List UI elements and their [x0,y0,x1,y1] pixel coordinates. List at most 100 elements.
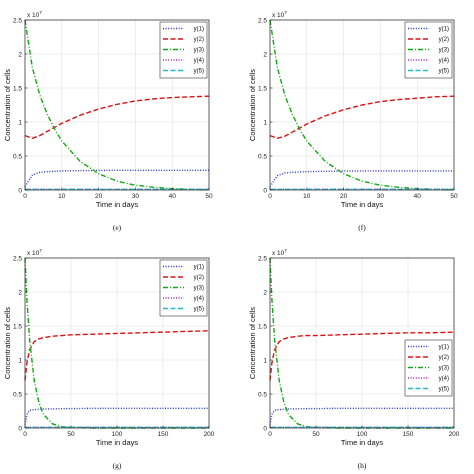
x-tick-label: 50 [205,193,213,200]
y-axis-multiplier-base: x 10 [27,12,40,19]
x-tick-label: 10 [303,193,311,200]
x-tick-label: 50 [67,431,75,438]
panel-caption: (e) [113,223,122,232]
legend-label: y(1) [439,345,449,351]
legend-label: y(4) [439,58,449,64]
y-axis-multiplier-exponent: 7 [284,248,287,254]
x-tick-label: 50 [312,431,320,438]
y-tick-label: 1 [18,357,22,364]
y-tick-label: 0 [263,187,267,194]
y-tick-label: 0.5 [258,391,267,398]
y-axis-multiplier: x 107 [272,248,287,257]
y-tick-label: 1.5 [13,85,22,92]
legend-label: y(3) [194,286,204,292]
y-axis-multiplier: x 107 [272,10,287,19]
legend-label: y(2) [194,275,204,281]
y-axis-multiplier-exponent: 7 [39,248,42,254]
panel-caption: (g) [113,461,122,470]
legend-label: y(2) [439,37,449,43]
y-tick-label: 2 [263,289,267,296]
panel-caption: (f) [358,223,366,232]
y-axis-multiplier-base: x 10 [27,250,40,257]
legend-label: y(1) [439,27,449,33]
x-tick-label: 200 [449,431,460,438]
y-tick-label: 2.5 [258,255,267,262]
y-axis-multiplier-base: x 10 [272,250,285,257]
y-tick-label: 2.5 [258,17,267,24]
x-axis-label: Time in days [341,200,383,209]
legend-label: y(3) [439,366,449,372]
x-tick-label: 20 [340,193,348,200]
series-line-y1 [24,169,209,187]
series-line-y2 [269,95,455,140]
x-tick-label: 100 [357,431,368,438]
y-tick-label: 1.5 [13,323,22,330]
y-tick-label: 2.5 [13,17,22,24]
chart-panel-1: 0 10 20 30 40 50 0 0.5 1 1.5 2 2.5 Time in days Conce… [3,10,213,232]
y-axis-label: Concentration of cells [248,307,257,379]
y-tick-label: 1.5 [258,323,267,330]
y-tick-label: 2 [263,51,267,58]
legend-label: y(4) [194,296,204,302]
x-tick-label: 30 [377,193,385,200]
series-line-y2 [24,330,210,381]
y-axis-label: Concentration of cells [3,307,12,379]
y-tick-label: 0.5 [258,153,267,160]
legend-label: y(4) [194,58,204,64]
x-axis-label: Time in days [96,200,138,209]
legend-label: y(1) [194,27,204,33]
y-tick-label: 1 [263,119,267,126]
x-tick-label: 0 [23,431,27,438]
y-axis-multiplier: x 107 [27,10,42,19]
axes-frame [269,19,455,191]
legend-label: y(5) [439,69,449,75]
x-tick-label: 0 [268,431,272,438]
legend-label: y(2) [439,355,449,361]
y-axis-multiplier-base: x 10 [272,12,285,19]
x-tick-label: 30 [132,193,140,200]
y-tick-label: 2.5 [13,255,22,262]
chart-panel-4: 0 50 100 150 200 0 0.5 1 1.5 2 2.5 Time in days Conc… [248,248,460,470]
y-axis-label: Concentration of cells [248,69,257,141]
series-line-y1 [269,170,454,187]
x-tick-label: 0 [268,193,272,200]
y-axis-multiplier: x 107 [27,248,42,257]
x-tick-label: 10 [58,193,66,200]
y-tick-label: 2 [18,51,22,58]
y-tick-label: 0 [263,425,267,432]
legend-label: y(3) [439,48,449,54]
x-tick-label: 150 [158,431,169,438]
y-tick-label: 1.5 [258,85,267,92]
legend-label: y(5) [194,307,204,313]
y-tick-label: 0 [18,187,22,194]
legend-label: y(2) [194,37,204,43]
legend-label: y(3) [194,48,204,54]
series-line-y1 [269,407,454,425]
y-tick-label: 0.5 [13,391,22,398]
chart-panel-3: 0 50 100 150 200 0 0.5 1 1.5 2 2.5 Time in days Conc… [3,248,215,470]
y-tick-label: 1 [18,119,22,126]
chart-panel-2: 0 10 20 30 40 50 0 0.5 1 1.5 2 2.5 Time in days Conce… [248,10,458,232]
x-tick-label: 150 [403,431,414,438]
legend-label: y(5) [194,69,204,75]
panel-caption: (h) [358,461,367,470]
legend-label: y(4) [439,376,449,382]
x-tick-label: 200 [204,431,215,438]
x-tick-label: 0 [23,193,27,200]
series-line-y2 [24,95,210,140]
y-tick-label: 1 [263,357,267,364]
series-line-y1 [24,407,209,425]
x-tick-label: 50 [450,193,458,200]
x-tick-label: 20 [95,193,103,200]
y-axis-multiplier-exponent: 7 [39,10,42,16]
x-tick-label: 40 [414,193,422,200]
axes-frame [24,19,210,191]
y-axis-label: Concentration of cells [3,69,12,141]
legend-label: y(1) [194,265,204,271]
legend-label: y(5) [439,387,449,393]
x-axis-label: Time in days [341,438,383,447]
y-tick-label: 0.5 [13,153,22,160]
x-tick-label: 100 [112,431,123,438]
series-line-y2 [269,331,455,381]
